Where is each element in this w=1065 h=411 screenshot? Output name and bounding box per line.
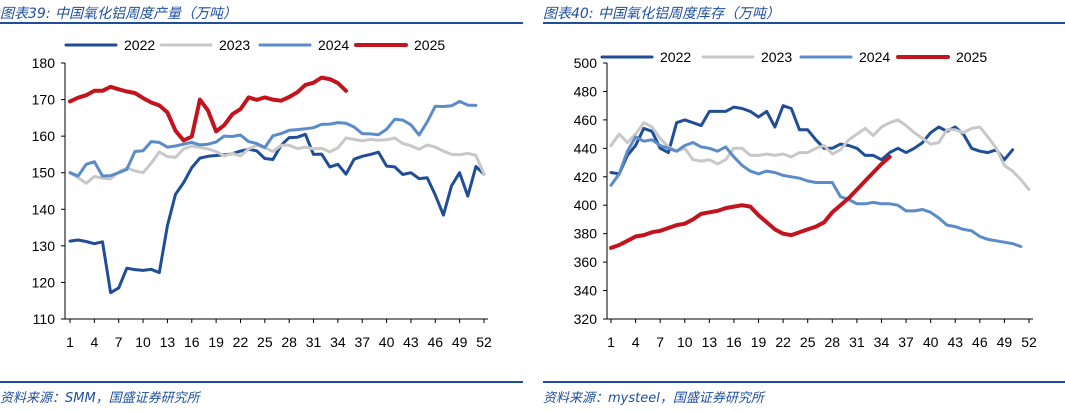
y-tick-label: 320	[574, 311, 598, 327]
x-tick-label: 37	[354, 334, 370, 350]
y-tick-label: 480	[574, 83, 598, 99]
legend-label-2025: 2025	[956, 49, 987, 65]
legend-label-2024: 2024	[318, 37, 349, 53]
x-tick-label: 1	[607, 334, 615, 350]
x-tick-label: 16	[184, 334, 200, 350]
x-tick-label: 40	[923, 334, 939, 350]
chart-title: 图表40: 中国氧化铝周度库存（万吨）	[543, 6, 780, 22]
x-tick-label: 49	[997, 334, 1013, 350]
source-rule	[0, 381, 523, 383]
inventory-chart: 320 340 360 380 400 420 440 460 480 500 1 4 7 10 13 16 1…	[574, 49, 1037, 350]
series-line-2024	[68, 99, 478, 178]
y-tick-label: 180	[32, 55, 56, 71]
x-tick-label: 34	[874, 334, 890, 350]
y-tick-label: 400	[574, 197, 598, 213]
x-tick-label: 22	[775, 334, 791, 350]
x-tick-label: 31	[306, 334, 322, 350]
legend-label-2022: 2022	[660, 49, 691, 65]
y-tick-label: 360	[574, 254, 598, 270]
x-tick-label: 19	[208, 334, 224, 350]
x-tick-label: 7	[115, 334, 123, 350]
x-tick-label: 46	[428, 334, 444, 350]
y-tick-label: 420	[574, 169, 598, 185]
y-tick-label: 140	[32, 201, 56, 217]
x-tick-label: 43	[403, 334, 419, 350]
x-tick-label: 52	[1021, 334, 1037, 350]
series-line-2022	[609, 104, 1015, 176]
x-tick-label: 49	[452, 334, 468, 350]
y-tick-label: 150	[32, 165, 56, 181]
production-panel: 图表39: 中国氧化铝周度产量（万吨） 110 120 130 140 150 160 17…	[0, 0, 523, 411]
source-rule	[543, 381, 1065, 383]
y-tick-label: 120	[32, 274, 56, 290]
production-chart: 110 120 130 140 150 160 170 180 1 4 7 10 13 16 19 22 25 2…	[32, 37, 492, 350]
x-tick-label: 25	[800, 334, 816, 350]
inventory-panel: 图表40: 中国氧化铝周度库存（万吨） 320 340 360 380 400 420 44…	[543, 0, 1065, 411]
title-rule	[543, 22, 1065, 24]
x-tick-label: 19	[751, 334, 767, 350]
x-tick-label: 1	[66, 334, 74, 350]
x-tick-label: 37	[898, 334, 914, 350]
series-line-2025	[68, 75, 348, 143]
y-tick-label: 110	[33, 311, 56, 327]
x-tick-label: 28	[281, 334, 297, 350]
x-tick-label: 52	[476, 334, 492, 350]
x-tick-label: 4	[90, 334, 98, 350]
y-tick-label: 170	[32, 92, 56, 108]
x-tick-label: 13	[702, 334, 718, 350]
x-tick-label: 25	[257, 334, 273, 350]
x-tick-label: 10	[135, 334, 151, 350]
x-tick-label: 10	[677, 334, 693, 350]
chart-title: 图表39: 中国氧化铝周度产量（万吨）	[0, 6, 237, 22]
x-tick-label: 40	[379, 334, 395, 350]
x-tick-label: 31	[849, 334, 865, 350]
x-tick-label: 22	[233, 334, 249, 350]
x-tick-label: 43	[947, 334, 963, 350]
y-tick-label: 500	[574, 55, 598, 71]
legend-label-2024: 2024	[859, 49, 890, 65]
legend-label-2022: 2022	[124, 37, 155, 53]
y-tick-label: 460	[574, 112, 598, 128]
series-line-2025	[609, 154, 892, 250]
x-tick-label: 28	[825, 334, 841, 350]
x-tick-label: 46	[972, 334, 988, 350]
title-rule	[0, 22, 523, 24]
series-line-2024	[609, 135, 1023, 248]
y-tick-label: 380	[574, 226, 598, 242]
y-tick-label: 440	[574, 140, 598, 156]
source-note: 资料来源：mysteel，国盛证券研究所	[543, 391, 764, 406]
y-tick-label: 340	[574, 283, 598, 299]
y-tick-label: 130	[32, 238, 56, 254]
x-tick-label: 34	[330, 334, 346, 350]
x-tick-label: 16	[726, 334, 742, 350]
x-tick-label: 13	[160, 334, 176, 350]
legend-label-2025: 2025	[414, 37, 445, 53]
x-tick-label: 4	[632, 334, 640, 350]
source-note: 资料来源：SMM，国盛证券研究所	[0, 391, 200, 406]
legend-label-2023: 2023	[761, 49, 792, 65]
y-tick-label: 160	[32, 128, 56, 144]
series-line-2023	[68, 136, 486, 185]
legend-label-2023: 2023	[219, 37, 250, 53]
series-line-2022	[68, 132, 486, 295]
x-tick-label: 7	[656, 334, 664, 350]
